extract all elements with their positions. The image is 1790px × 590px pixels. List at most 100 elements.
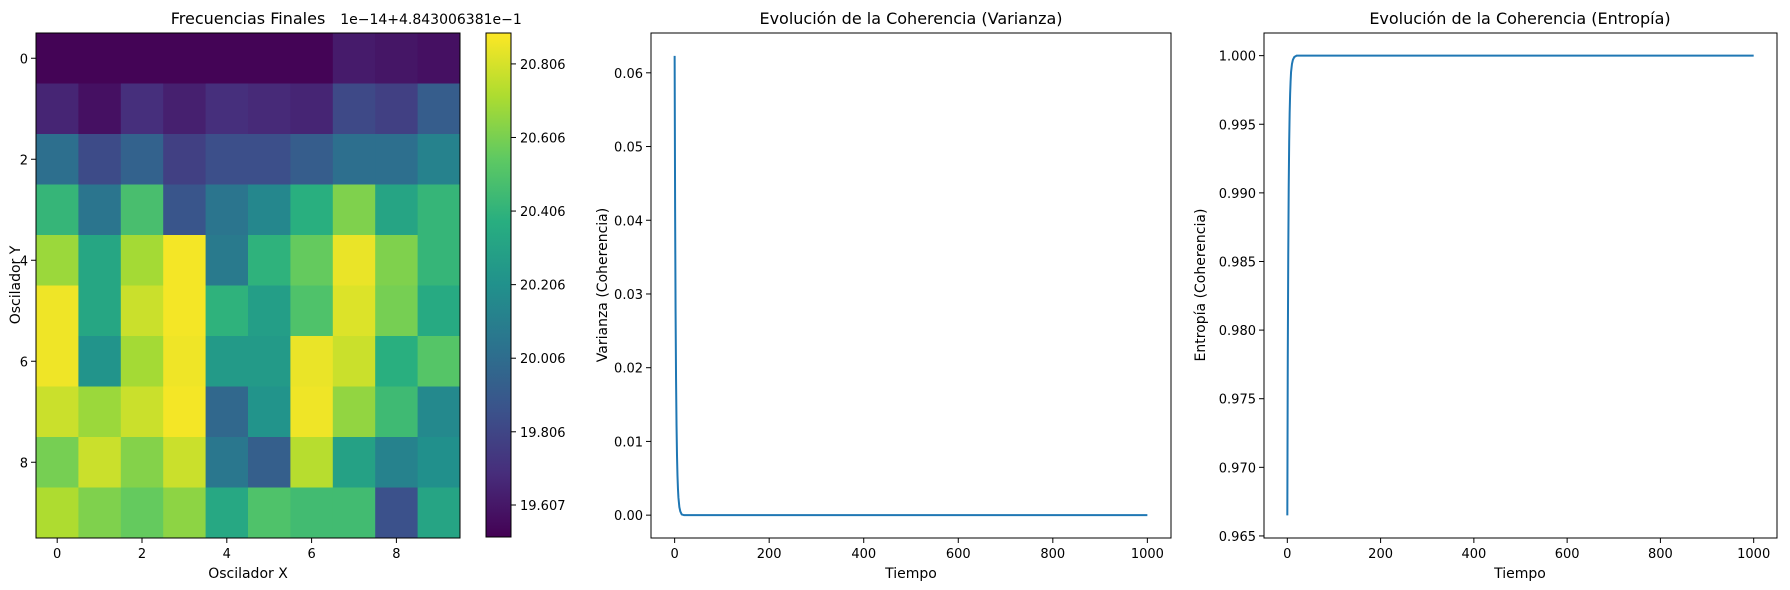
ent-y-tick-label: 0.990: [1219, 187, 1256, 202]
heatmap-cell: [36, 184, 79, 236]
heatmap-cell: [36, 386, 79, 438]
heatmap-cell: [375, 437, 419, 488]
heatmap-cell: [78, 33, 122, 84]
heatmap-cell: [205, 235, 249, 286]
heatmap-cell: [375, 235, 419, 286]
heatmap-y-tick-label: 2: [20, 153, 28, 168]
var-y-tick-label: 0.05: [614, 141, 643, 156]
heatmap-cell: [205, 386, 249, 438]
heatmap-cell: [78, 437, 122, 488]
colorbar-tick-label: 20.606: [520, 131, 566, 146]
heatmap-cell: [375, 487, 419, 539]
heatmap-cell: [120, 83, 164, 135]
heatmap-cell: [248, 184, 291, 236]
heatmap-x-tick-label: 2: [138, 547, 146, 562]
ent-y-tick-label: 0.965: [1219, 530, 1256, 545]
heatmap-cell: [248, 83, 291, 135]
heatmap-cell: [205, 285, 249, 337]
entropy-y-ticks: 0.965 0.970 0.975 0.980 0.985 0.990 0.995 1.000: [1219, 50, 1264, 545]
entropy-series-line: [1286, 54, 1754, 516]
heatmap-cell: [332, 285, 376, 337]
ent-y-tick-label: 0.970: [1219, 461, 1256, 476]
heatmap-cell: [163, 83, 207, 135]
ent-x-tick-label: 600: [1555, 547, 1580, 562]
heatmap-cell: [36, 336, 79, 387]
var-y-tick-label: 0.06: [614, 67, 643, 82]
heatmap-cell: [417, 83, 461, 135]
heatmap-x-tick-label: 8: [392, 547, 400, 562]
heatmap-cell: [36, 33, 79, 84]
heatmap-cell: [78, 285, 122, 337]
variance-panel: 0 200 400 600 800 1000 0.000.010.020.030.040.…: [595, 9, 1172, 582]
heatmap-cell: [417, 487, 461, 539]
heatmap-title: Frecuencias Finales: [171, 9, 326, 28]
heatmap-cell: [120, 336, 164, 387]
ent-y-tick-label: 1.000: [1219, 50, 1256, 65]
heatmap-cell: [332, 437, 376, 488]
var-x-tick-label: 200: [757, 547, 782, 562]
ent-y-tick-label: 0.975: [1219, 393, 1256, 408]
heatmap-cell: [417, 437, 461, 488]
heatmap-cell: [36, 83, 79, 135]
var-x-tick-label: 1000: [1131, 547, 1164, 562]
heatmap-x-tick-label: 4: [223, 547, 231, 562]
heatmap-x-tick-label: 6: [307, 547, 315, 562]
heatmap-cell: [248, 336, 291, 387]
variance-y-ticks: 0.00 0.01 0.02 0.03 0.04 0.05 0.06: [614, 67, 651, 524]
heatmap-cell: [205, 184, 249, 236]
heatmap-cell: [248, 134, 291, 185]
heatmap-cell: [163, 33, 207, 84]
heatmap-cell: [290, 33, 334, 84]
heatmap-cell: [290, 184, 334, 236]
heatmap-cell: [417, 33, 461, 84]
var-y-tick-label: 0.00: [614, 509, 643, 524]
heatmap-cell: [290, 83, 334, 135]
heatmap-cell: [375, 83, 419, 135]
heatmap-cell: [332, 83, 376, 135]
heatmap-cell: [332, 336, 376, 387]
heatmap-cell: [332, 134, 376, 185]
heatmap-cell: [163, 386, 207, 438]
heatmap-y-ticks: 0 2 4 6 8: [20, 52, 36, 471]
heatmap-cell: [290, 437, 334, 488]
var-x-tick-label: 0: [670, 547, 678, 562]
entropy-y-label: Entropía (Coherencia): [1193, 209, 1209, 362]
variance-x-label: Tiempo: [884, 566, 937, 582]
heatmap-cell: [120, 437, 164, 488]
heatmap-cell: [375, 285, 419, 337]
heatmap-cell: [120, 386, 164, 438]
heatmap-cell: [163, 336, 207, 387]
heatmap-cell: [78, 386, 122, 438]
heatmap-cell: [120, 184, 164, 236]
heatmap-y-tick-label: 6: [20, 355, 28, 370]
heatmap-cell: [163, 285, 207, 337]
heatmap-cell: [417, 336, 461, 387]
colorbar-ticks: 19.607 19.806 20.006 20.206 20.406 20.606 20.8…: [511, 58, 566, 514]
var-y-tick-label: 0.03: [614, 288, 643, 303]
heatmap-cell: [248, 487, 291, 539]
heatmap-cell: [36, 134, 79, 185]
heatmap-cell: [417, 285, 461, 337]
heatmap-cell: [417, 134, 461, 185]
colorbar-tick-label: 20.206: [520, 279, 566, 294]
heatmap-y-tick-label: 0: [20, 52, 28, 67]
ent-x-tick-label: 400: [1461, 547, 1486, 562]
heatmap-cell: [205, 487, 249, 539]
heatmap-cell: [332, 386, 376, 438]
heatmap-cell: [36, 235, 79, 286]
heatmap-y-tick-label: 8: [20, 456, 28, 471]
heatmap-cell: [78, 235, 122, 286]
heatmap-y-label: Oscilador Y: [8, 245, 24, 324]
heatmap-cell: [36, 285, 79, 337]
heatmap-cell: [290, 134, 334, 185]
entropy-title: Evolución de la Coherencia (Entropía): [1369, 9, 1670, 28]
heatmap-cell: [120, 487, 164, 539]
heatmap-cell: [163, 134, 207, 185]
entropy-x-ticks: 0 200 400 600 800 1000: [1283, 538, 1770, 562]
colorbar-tick-label: 20.806: [520, 58, 566, 73]
var-y-tick-label: 0.01: [614, 435, 643, 450]
ent-y-tick-label: 0.995: [1219, 118, 1256, 133]
heatmap-cell: [375, 33, 419, 84]
heatmap-cell: [290, 487, 334, 539]
